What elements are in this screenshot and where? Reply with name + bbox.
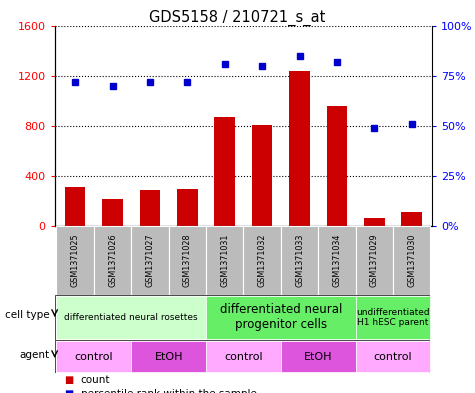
Bar [356, 226, 393, 295]
Text: GSM1371030: GSM1371030 [407, 234, 416, 287]
Bar [169, 226, 206, 295]
Text: GSM1371028: GSM1371028 [183, 233, 192, 287]
Text: ■: ■ [64, 375, 73, 385]
Bar [356, 341, 430, 372]
Text: GSM1371025: GSM1371025 [71, 233, 80, 287]
Text: undifferentiated
H1 hESC parent: undifferentiated H1 hESC parent [356, 308, 430, 327]
Text: agent: agent [20, 350, 50, 360]
Text: count: count [81, 375, 110, 385]
Text: GSM1371031: GSM1371031 [220, 234, 229, 287]
Bar [131, 226, 169, 295]
Text: differentiated neural rosettes: differentiated neural rosettes [65, 313, 198, 322]
Text: EtOH: EtOH [154, 352, 183, 362]
Text: GSM1371027: GSM1371027 [145, 233, 154, 287]
Bar [243, 226, 281, 295]
Bar [393, 226, 430, 295]
Bar [57, 226, 94, 295]
Text: control: control [374, 352, 412, 362]
Bar [252, 125, 273, 226]
Text: GSM1371033: GSM1371033 [295, 234, 304, 287]
Text: control: control [75, 352, 113, 362]
Bar [318, 226, 356, 295]
Text: GSM1371034: GSM1371034 [332, 234, 342, 287]
Text: GSM1371029: GSM1371029 [370, 233, 379, 287]
Text: EtOH: EtOH [304, 352, 332, 362]
Bar [57, 341, 131, 372]
Bar [140, 190, 160, 226]
Bar [356, 296, 430, 339]
Text: differentiated neural
progenitor cells: differentiated neural progenitor cells [219, 303, 342, 331]
Text: ■: ■ [64, 389, 73, 393]
Bar [177, 189, 198, 226]
Bar [281, 226, 318, 295]
Bar [206, 226, 243, 295]
Bar [401, 212, 422, 226]
Bar [281, 341, 356, 372]
Bar [214, 117, 235, 226]
Text: GSM1371032: GSM1371032 [257, 233, 266, 287]
Bar [102, 199, 123, 226]
Text: cell type: cell type [5, 310, 50, 320]
Text: GDS5158 / 210721_s_at: GDS5158 / 210721_s_at [149, 10, 326, 26]
Bar [94, 226, 131, 295]
Bar [364, 219, 385, 226]
Bar [206, 296, 356, 339]
Bar [289, 71, 310, 226]
Text: GSM1371026: GSM1371026 [108, 233, 117, 287]
Text: control: control [224, 352, 263, 362]
Bar [327, 106, 347, 226]
Text: percentile rank within the sample: percentile rank within the sample [81, 389, 256, 393]
Bar [57, 296, 206, 339]
Bar [206, 341, 281, 372]
Bar [65, 187, 86, 226]
Bar [131, 341, 206, 372]
